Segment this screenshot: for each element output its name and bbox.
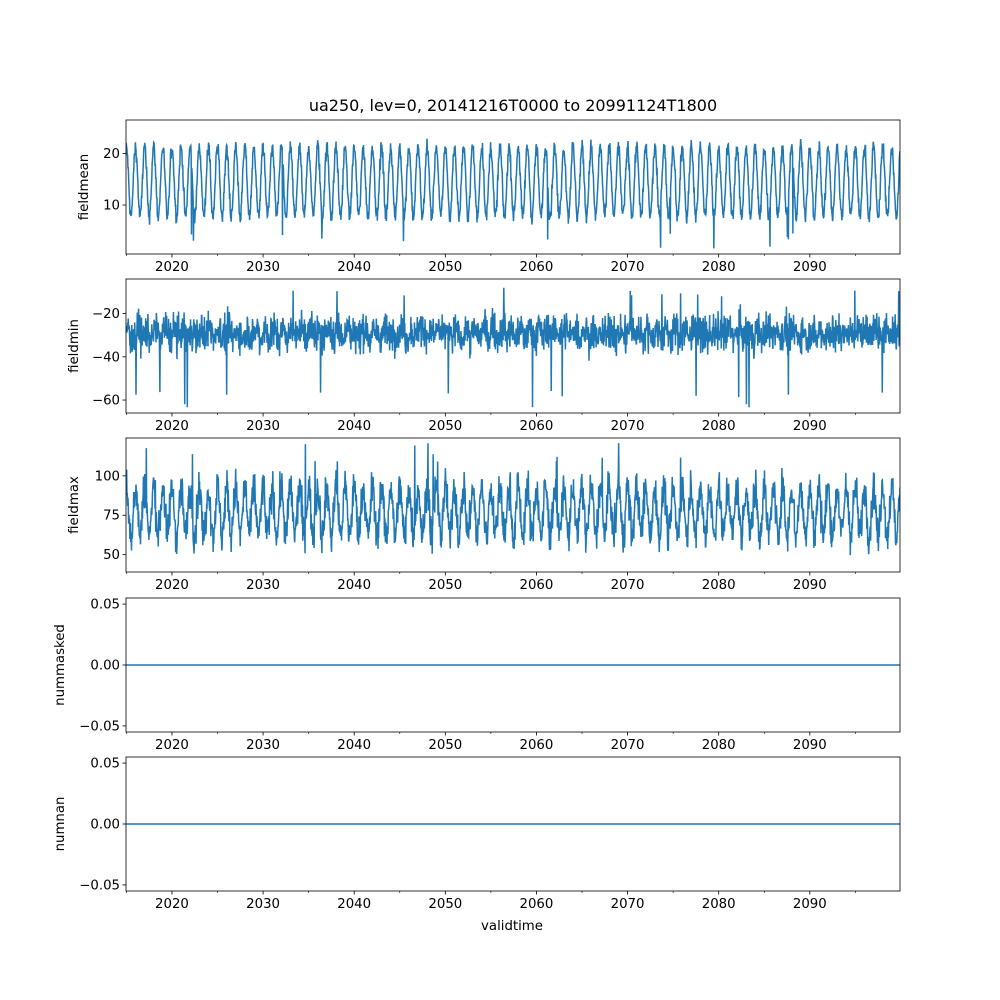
x-tick-label: 2060	[520, 260, 554, 275]
series-line-fieldmean	[126, 138, 900, 249]
x-axis-label: validtime	[481, 919, 543, 934]
x-tick-label: 2040	[337, 897, 371, 912]
y-tick-label: 0.05	[90, 598, 120, 613]
y-axis-label: nummasked	[53, 624, 68, 706]
x-tick-label: 2030	[246, 260, 280, 275]
y-axis-label: numnan	[53, 797, 68, 852]
x-tick-label: 2030	[246, 738, 280, 753]
x-tick-label: 2060	[520, 419, 554, 434]
x-tick-label: 2040	[337, 260, 371, 275]
axes-frame	[125, 437, 901, 573]
x-tick-label: 2070	[611, 897, 645, 912]
y-tick-label: −0.05	[79, 719, 120, 734]
y-tick-label: −20	[92, 307, 120, 322]
x-tick-label: 2080	[702, 738, 736, 753]
x-tick-label: 2050	[428, 578, 462, 593]
x-tick-label: 2040	[337, 419, 371, 434]
y-tick-label: 0.05	[90, 757, 120, 772]
x-tick-label: 2090	[793, 260, 827, 275]
x-tick-label: 2070	[611, 578, 645, 593]
x-tick-label: 2020	[155, 578, 189, 593]
y-tick-label: 0.00	[90, 659, 120, 674]
x-tick-label: 2080	[702, 578, 736, 593]
x-tick-label: 2090	[793, 419, 827, 434]
x-tick-label: 2060	[520, 738, 554, 753]
y-tick-label: 100	[95, 469, 120, 484]
x-tick-label: 2050	[428, 738, 462, 753]
x-tick-label: 2020	[155, 738, 189, 753]
x-tick-label: 2040	[337, 738, 371, 753]
x-tick-label: 2020	[155, 897, 189, 912]
y-tick-label: 0.00	[90, 818, 120, 833]
subplot-numnan: −0.05 0.00 0.05 numnan 2020 2030 2040 2050 2060 2…	[53, 757, 901, 912]
subplot-fieldmax: 50 75 100 fieldmax 2020 2030 2040 2050 2060 2070 2…	[67, 437, 901, 593]
x-tick-label: 2050	[428, 419, 462, 434]
y-tick-label: 50	[103, 548, 120, 563]
x-tick-label: 2030	[246, 897, 280, 912]
y-tick-label: −40	[92, 350, 120, 365]
y-tick-label: −0.05	[79, 878, 120, 893]
x-tick-label: 2020	[155, 260, 189, 275]
subplot-fieldmin: −60 −40 −20 fieldmin 2020 2030 2040 2050 2060 207…	[67, 278, 901, 434]
series-line-fieldmin	[126, 287, 900, 408]
x-tick-label: 2090	[793, 578, 827, 593]
subplot-fieldmean: 10 20 fieldmean 2020 2030 2040 2050 2060 2070 208…	[77, 119, 901, 275]
x-tick-label: 2070	[611, 738, 645, 753]
x-tick-label: 2080	[702, 897, 736, 912]
y-tick-label: 10	[103, 199, 120, 214]
subplot-nummasked: −0.05 0.00 0.05 nummasked 2020 2030 2040 2050 20…	[53, 598, 901, 753]
y-axis-label: fieldmean	[77, 154, 92, 220]
x-tick-label: 2090	[793, 738, 827, 753]
x-tick-label: 2050	[428, 897, 462, 912]
x-tick-label: 2060	[520, 897, 554, 912]
axes-frame	[125, 119, 901, 255]
x-tick-label: 2080	[702, 260, 736, 275]
chart-title: ua250, lev=0, 20141216T0000 to 20991124T…	[309, 96, 717, 115]
x-tick-label: 2060	[520, 578, 554, 593]
y-tick-label: 75	[103, 509, 120, 524]
x-tick-label: 2050	[428, 260, 462, 275]
y-tick-label: −60	[92, 394, 120, 409]
x-tick-label: 2020	[155, 419, 189, 434]
y-axis-label: fieldmax	[67, 476, 82, 534]
x-tick-label: 2030	[246, 419, 280, 434]
x-tick-label: 2090	[793, 897, 827, 912]
x-tick-label: 2070	[611, 260, 645, 275]
axes-frame	[125, 278, 901, 414]
y-tick-label: 20	[103, 147, 120, 162]
x-tick-label: 2040	[337, 578, 371, 593]
x-tick-label: 2080	[702, 419, 736, 434]
x-tick-label: 2070	[611, 419, 645, 434]
x-tick-label: 2030	[246, 578, 280, 593]
series-line-fieldmax	[126, 443, 900, 556]
y-axis-label: fieldmin	[67, 319, 82, 373]
